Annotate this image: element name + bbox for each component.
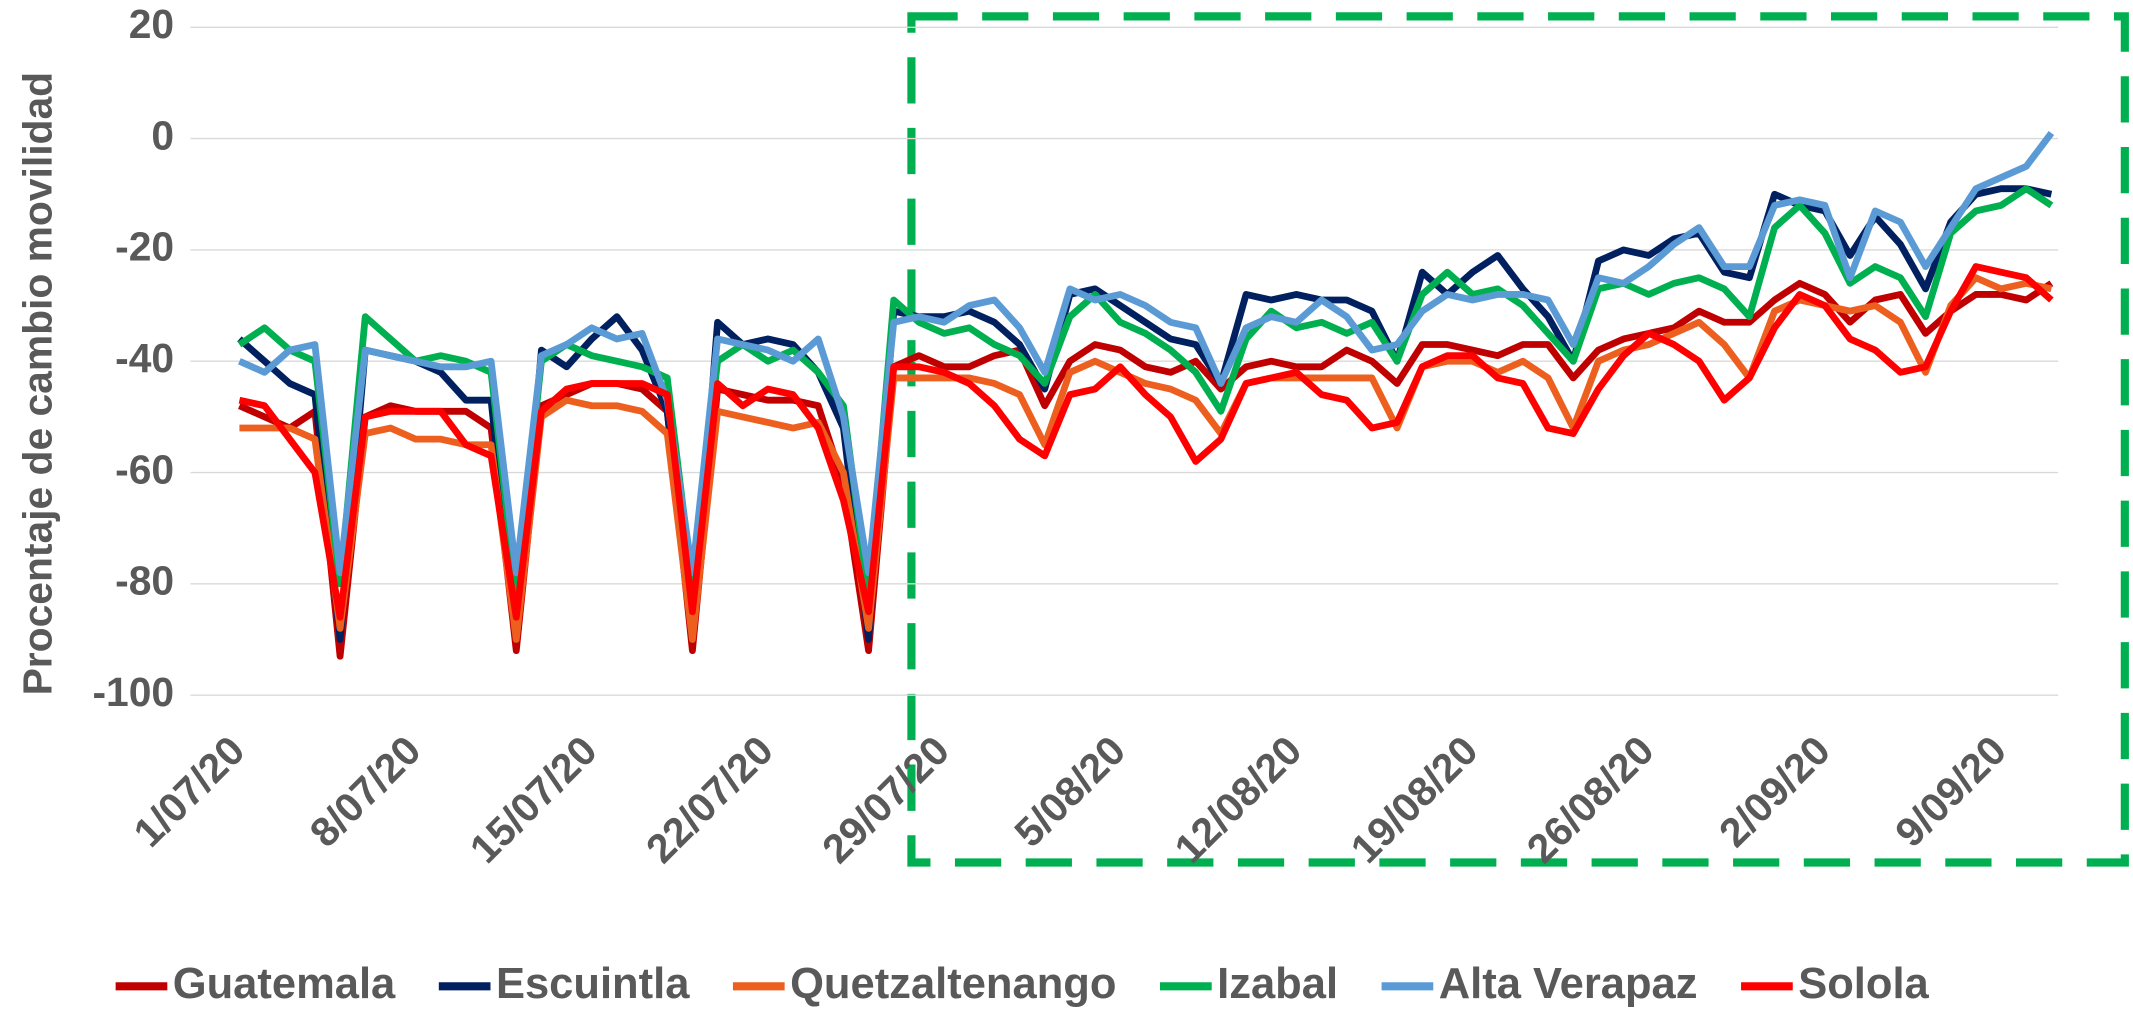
x-tick-label: 8/07/20 [301, 727, 430, 856]
x-tick-label: 1/07/20 [125, 727, 254, 856]
series-line [238, 263, 2054, 621]
y-tick-label: -40 [115, 335, 174, 381]
y-axis-label: Procentaje de cambio movilidad [15, 72, 61, 695]
legend-label: Escuintla [496, 960, 690, 1008]
legend-label: Quetzaltenango [790, 960, 1116, 1008]
x-tick-label: 9/09/20 [1886, 727, 2015, 856]
y-tick-label: 0 [151, 112, 174, 158]
y-tick-label: 20 [129, 1, 174, 47]
y-tick-label: -80 [115, 558, 174, 604]
series-line [238, 279, 2054, 660]
y-tick-label: -60 [115, 446, 174, 492]
x-tick-label: 2/09/20 [1710, 727, 1839, 856]
x-tick-label: 12/08/20 [1166, 727, 1311, 872]
x-tick-label: 15/07/20 [461, 727, 606, 872]
series-line [238, 130, 2055, 577]
series-line [237, 185, 2053, 643]
x-tick-label: 22/07/20 [637, 727, 782, 872]
x-tick-label: 5/08/20 [1005, 727, 1134, 856]
legend-label: Guatemala [173, 960, 396, 1008]
highlight-box [907, 12, 2129, 867]
x-tick-label: 26/08/20 [1518, 727, 1663, 872]
x-tick-label: 19/08/20 [1342, 727, 1487, 872]
legend-label: Alta Verapaz [1439, 960, 1698, 1008]
legend-label: Solola [1798, 960, 1929, 1008]
y-tick-label: -100 [92, 669, 174, 715]
y-tick-label: -20 [115, 224, 174, 270]
x-tick-label: 29/07/20 [813, 727, 958, 872]
legend-label: Izabal [1217, 960, 1338, 1008]
